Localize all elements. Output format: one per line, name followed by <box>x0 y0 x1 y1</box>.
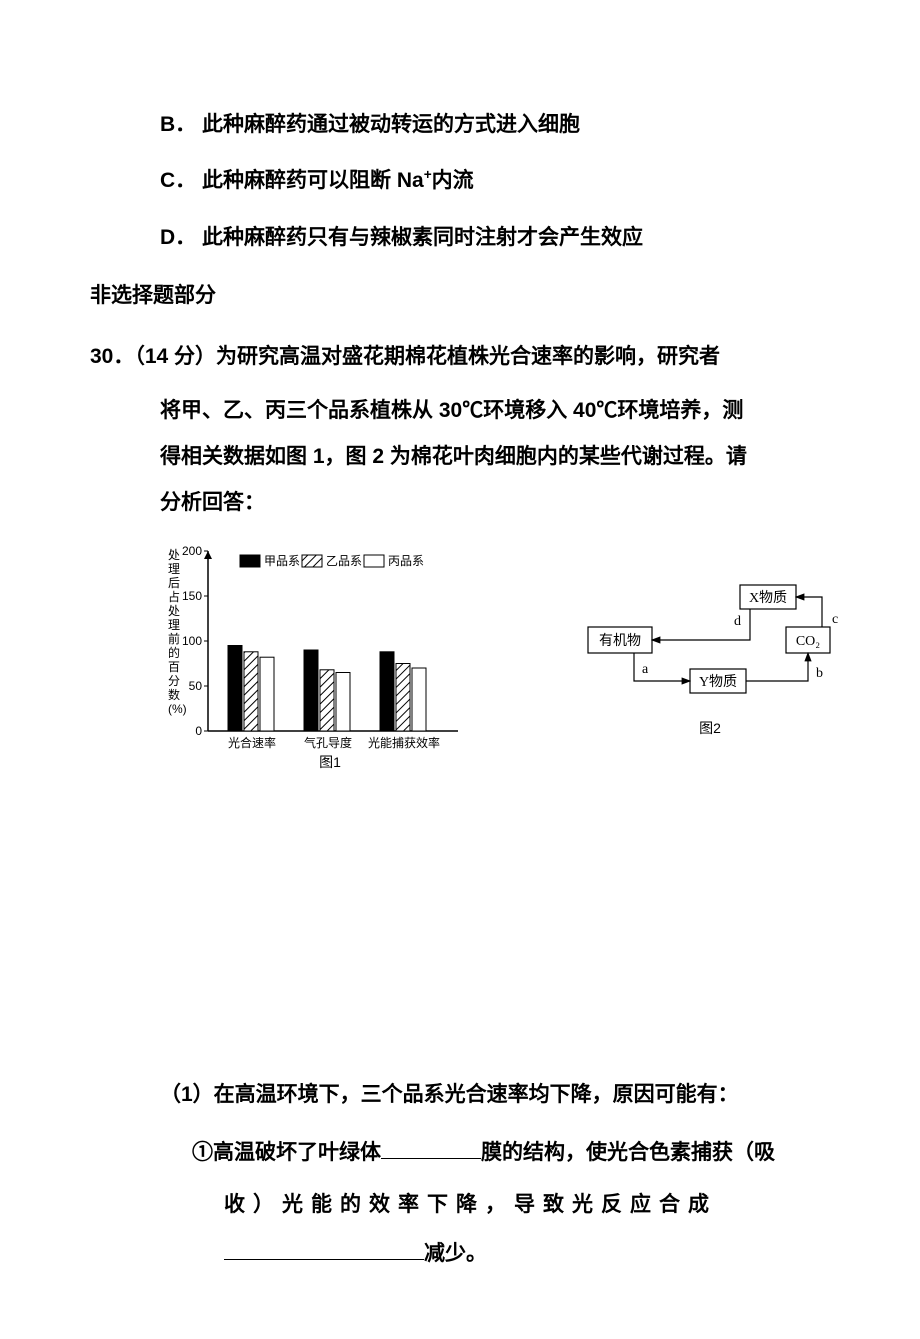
svg-text:b: b <box>816 666 823 681</box>
svg-text:图1: 图1 <box>319 754 341 770</box>
fill-blank-1[interactable] <box>381 1138 481 1159</box>
svg-text:处: 处 <box>168 604 180 618</box>
subq1: （1）在高温环境下，三个品系光合速率均下降，原因可能有： ①高温破坏了叶绿体 膜的… <box>90 1070 830 1279</box>
q30-num: 30． <box>90 345 134 368</box>
svg-text:a: a <box>642 662 649 677</box>
option-b-text: 此种麻醉药通过被动转运的方式进入细胞 <box>202 113 580 136</box>
option-b-label: B． <box>160 113 196 136</box>
subq1-item1-l1: ①高温破坏了叶绿体 膜的结构，使光合色素捕获（吸 <box>160 1128 830 1178</box>
svg-text:丙品系: 丙品系 <box>388 554 424 568</box>
svg-text:c: c <box>832 612 838 627</box>
subq1-item1-l3: 减少。 <box>160 1229 830 1279</box>
svg-text:理: 理 <box>168 562 180 576</box>
svg-text:(%): (%) <box>168 702 187 716</box>
svg-text:数: 数 <box>168 687 180 702</box>
svg-text:乙品系: 乙品系 <box>326 554 362 568</box>
subq1-item1-l2: 收）光能的效率下降，导致光反应合成 <box>160 1183 830 1227</box>
option-d-label: D． <box>160 226 196 249</box>
option-c-label: C． <box>160 169 196 192</box>
q30-l4: 分析回答： <box>90 480 830 526</box>
section-header: 非选择题部分 <box>90 271 830 321</box>
svg-text:CO₂: CO₂ <box>796 634 820 649</box>
option-d: D． 此种麻醉药只有与辣椒素同时注射才会产生效应 <box>90 213 830 263</box>
subq1-item1-pre: ①高温破坏了叶绿体 <box>192 1141 381 1164</box>
fig1-svg: 处理后占处理前的百分数(%) 050100150200光合速率气孔导度光能捕获效… <box>160 541 480 771</box>
subq1-item1-post: 膜的结构，使光合色素捕获（吸 <box>481 1141 775 1164</box>
q30-l1: 30．（14 分）为研究高温对盛花期棉花植株光合速率的影响，研究者 <box>90 332 830 382</box>
svg-text:前: 前 <box>168 631 180 646</box>
option-c-sup: + <box>424 167 432 182</box>
svg-text:光合速率: 光合速率 <box>228 735 276 750</box>
figures-row: 处理后占处理前的百分数(%) 050100150200光合速率气孔导度光能捕获效… <box>160 541 840 790</box>
svg-text:0: 0 <box>195 724 202 738</box>
q30-l2: 将甲、乙、丙三个品系植株从 30℃环境移入 40℃环境培养，测 <box>90 388 830 434</box>
option-c-pre: 此种麻醉药可以阻断 Na <box>202 169 424 192</box>
subq1-item1-l3t: 减少。 <box>424 1242 487 1265</box>
option-c-post: 内流 <box>432 169 474 192</box>
svg-text:100: 100 <box>182 634 202 648</box>
fill-blank-2[interactable] <box>224 1239 424 1260</box>
svg-text:后: 后 <box>168 576 180 590</box>
fig2-svg: X物质 CO₂ 有机物 Y物质 d c a b 图2 <box>580 577 840 737</box>
svg-text:光能捕获效率: 光能捕获效率 <box>368 735 440 750</box>
svg-text:占: 占 <box>168 589 180 604</box>
svg-text:150: 150 <box>182 589 202 603</box>
svg-text:分: 分 <box>168 674 180 688</box>
figure-2: X物质 CO₂ 有机物 Y物质 d c a b 图2 <box>580 577 840 756</box>
q30-intro: （14 分）为研究高温对盛花期棉花植株光合速率的影响，研究者 <box>134 345 720 368</box>
svg-text:图2: 图2 <box>699 720 721 736</box>
svg-text:50: 50 <box>189 679 203 693</box>
svg-text:X物质: X物质 <box>749 590 787 606</box>
svg-text:d: d <box>734 614 741 629</box>
svg-text:有机物: 有机物 <box>599 633 641 649</box>
svg-text:200: 200 <box>182 544 202 558</box>
option-c: C． 此种麻醉药可以阻断 Na+内流 <box>90 156 830 206</box>
figure-1: 处理后占处理前的百分数(%) 050100150200光合速率气孔导度光能捕获效… <box>160 541 480 790</box>
option-b: B． 此种麻醉药通过被动转运的方式进入细胞 <box>90 100 830 150</box>
svg-text:Y物质: Y物质 <box>699 674 737 690</box>
q30-l3: 得相关数据如图 1，图 2 为棉花叶肉细胞内的某些代谢过程。请 <box>90 434 830 480</box>
svg-text:百: 百 <box>168 660 180 674</box>
option-d-text: 此种麻醉药只有与辣椒素同时注射才会产生效应 <box>202 226 643 249</box>
svg-text:理: 理 <box>168 618 180 632</box>
svg-text:甲品系: 甲品系 <box>264 554 300 568</box>
svg-text:气孔导度: 气孔导度 <box>304 735 352 750</box>
svg-text:处: 处 <box>168 548 180 562</box>
svg-text:的: 的 <box>168 645 180 660</box>
subq1-lead: （1）在高温环境下，三个品系光合速率均下降，原因可能有： <box>160 1070 830 1120</box>
